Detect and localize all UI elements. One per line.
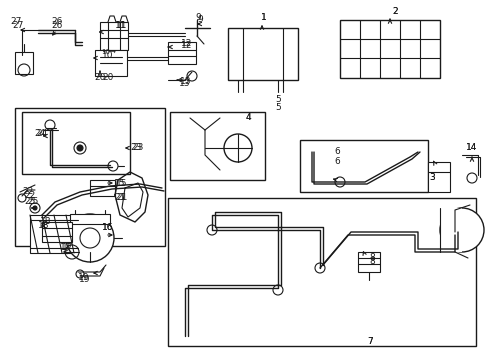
Text: 9: 9 [197, 15, 203, 24]
Text: 22: 22 [24, 192, 36, 201]
Text: 1: 1 [261, 13, 267, 22]
Text: 11: 11 [116, 21, 128, 30]
Text: 16: 16 [102, 224, 114, 233]
Text: 25: 25 [27, 198, 39, 207]
Text: 3: 3 [429, 174, 435, 183]
Text: 12: 12 [181, 40, 193, 49]
Text: 15: 15 [116, 179, 128, 188]
Text: 26: 26 [51, 22, 63, 31]
Text: 7: 7 [367, 338, 373, 346]
Text: 23: 23 [132, 144, 144, 153]
Bar [70, 214, 110, 224]
Bar [100, 22, 128, 50]
Bar [15, 108, 165, 246]
Text: 8: 8 [369, 253, 375, 262]
Bar [300, 140, 428, 192]
Bar [228, 28, 298, 80]
Text: 12: 12 [181, 41, 193, 50]
Text: 6: 6 [334, 158, 340, 166]
Circle shape [66, 214, 114, 262]
Text: 19: 19 [79, 275, 91, 284]
Circle shape [440, 208, 484, 252]
Text: 13: 13 [179, 78, 191, 87]
Text: 4: 4 [245, 113, 251, 122]
Circle shape [33, 206, 37, 210]
Text: 27: 27 [12, 21, 24, 30]
Text: 10: 10 [102, 50, 114, 59]
Bar [168, 42, 196, 64]
Text: 10→: 10→ [101, 49, 117, 55]
Text: 26: 26 [51, 18, 63, 27]
Bar [15, 52, 33, 74]
Bar [358, 252, 380, 272]
Text: 15: 15 [114, 179, 126, 188]
Bar [30, 215, 78, 253]
Bar [22, 112, 130, 174]
Text: 2: 2 [392, 8, 398, 17]
Text: 17: 17 [62, 243, 74, 252]
Text: 9: 9 [195, 13, 201, 22]
Text: 23: 23 [130, 144, 142, 153]
Text: 22: 22 [23, 188, 34, 197]
Text: 13: 13 [180, 77, 192, 86]
Text: 16: 16 [102, 224, 114, 233]
Text: 20: 20 [102, 73, 114, 82]
Text: 2: 2 [392, 8, 398, 17]
Text: 18: 18 [40, 217, 52, 226]
Text: 14: 14 [466, 144, 478, 153]
Text: 27: 27 [10, 18, 22, 27]
Text: 7: 7 [367, 338, 373, 346]
Text: 21: 21 [116, 193, 128, 202]
Text: 5: 5 [275, 104, 281, 112]
Text: 24: 24 [34, 129, 46, 138]
Text: 24: 24 [36, 129, 48, 138]
Text: 19: 19 [78, 274, 90, 283]
Text: 4: 4 [245, 113, 251, 122]
Text: 17: 17 [60, 243, 72, 252]
Text: 20: 20 [94, 73, 106, 82]
Text: 6: 6 [334, 148, 340, 157]
Text: 25: 25 [24, 198, 36, 207]
Text: 21: 21 [114, 193, 126, 202]
Bar [90, 180, 115, 196]
Bar [95, 50, 127, 76]
Text: 8: 8 [369, 257, 375, 266]
Bar [440, 208, 462, 252]
Text: 5: 5 [275, 95, 281, 104]
Text: 14: 14 [466, 144, 478, 153]
Text: 11: 11 [115, 22, 127, 31]
Bar [170, 112, 265, 180]
Bar [42, 222, 72, 242]
Bar [428, 162, 450, 192]
Bar [340, 20, 440, 78]
Text: 1: 1 [261, 13, 267, 22]
Text: 18: 18 [38, 220, 50, 230]
Bar [168, 198, 476, 346]
Text: 3: 3 [429, 174, 435, 183]
Circle shape [77, 145, 83, 151]
